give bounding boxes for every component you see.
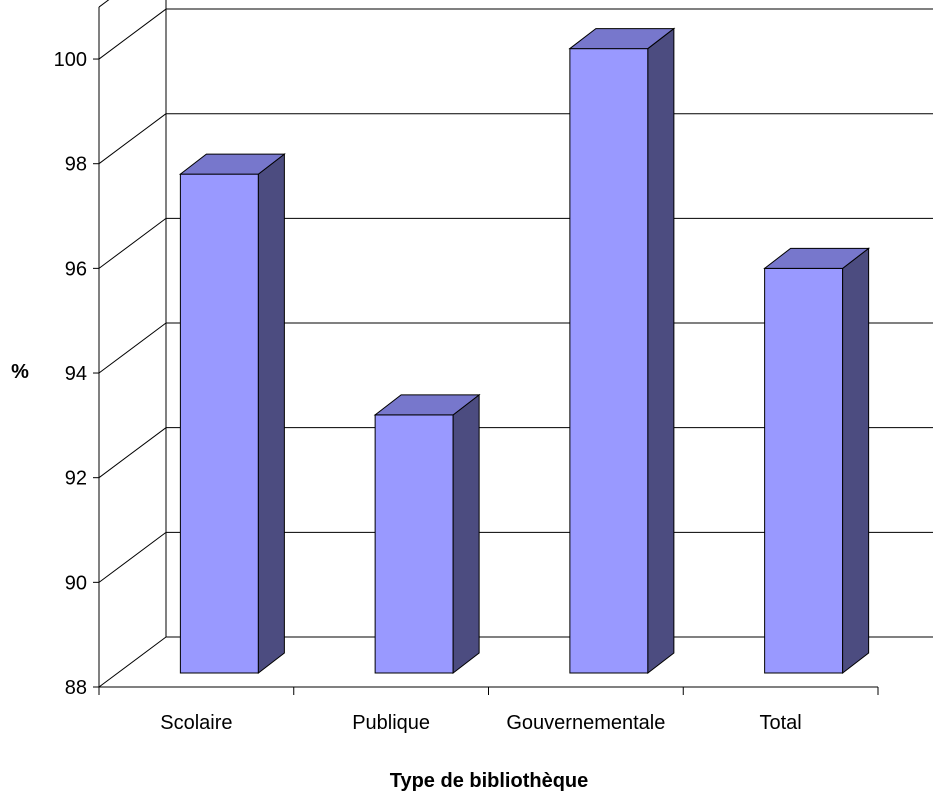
y-tick-label: 98 bbox=[65, 154, 87, 176]
bar-top bbox=[373, 394, 481, 416]
y-tick-label: 92 bbox=[65, 468, 87, 490]
x-axis-title: Type de bibliothèque bbox=[390, 770, 589, 792]
y-tick-label: 88 bbox=[65, 677, 87, 699]
y-axis-title: % bbox=[11, 361, 29, 383]
x-tick-label: Publique bbox=[352, 712, 430, 734]
bars bbox=[178, 27, 871, 675]
bar-side bbox=[647, 27, 675, 675]
gridline-diagonal bbox=[98, 322, 167, 374]
gridline-diagonal bbox=[98, 113, 167, 165]
x-tick-label: Gouvernementale bbox=[506, 712, 665, 734]
bar-total bbox=[763, 247, 871, 675]
gridline-diagonal bbox=[98, 0, 110, 8]
gridline-diagonal bbox=[98, 8, 167, 60]
bar-side bbox=[842, 247, 870, 675]
bar-gouvernementale bbox=[568, 27, 676, 675]
gridline-diagonal bbox=[98, 427, 167, 479]
bar-top bbox=[568, 28, 676, 50]
bar-front bbox=[374, 414, 454, 674]
axes bbox=[93, 7, 879, 695]
gridline-diagonal bbox=[98, 636, 167, 688]
bar-publique bbox=[373, 393, 481, 675]
bar-scolaire bbox=[178, 153, 286, 675]
gridlines bbox=[98, 0, 933, 688]
y-tick-label: 94 bbox=[65, 363, 87, 385]
x-tick-label: Total bbox=[760, 712, 802, 734]
gridline-diagonal bbox=[98, 217, 167, 269]
bar-side bbox=[257, 153, 285, 675]
y-tick-label: 90 bbox=[65, 572, 87, 594]
y-tick-label: 96 bbox=[65, 258, 87, 280]
x-tick-label: Scolaire bbox=[160, 712, 232, 734]
bar-front bbox=[569, 48, 649, 674]
bar-front bbox=[764, 267, 844, 674]
y-tick-label: 100 bbox=[54, 49, 87, 71]
gridline-diagonal bbox=[98, 531, 167, 583]
labels: 88 90 92 94 96 98 100 Scolaire Publique Gouvernem… bbox=[54, 49, 802, 734]
bar-front bbox=[179, 173, 259, 674]
bar-top bbox=[178, 153, 286, 175]
bar-top bbox=[763, 247, 871, 269]
bar-side bbox=[452, 393, 480, 675]
